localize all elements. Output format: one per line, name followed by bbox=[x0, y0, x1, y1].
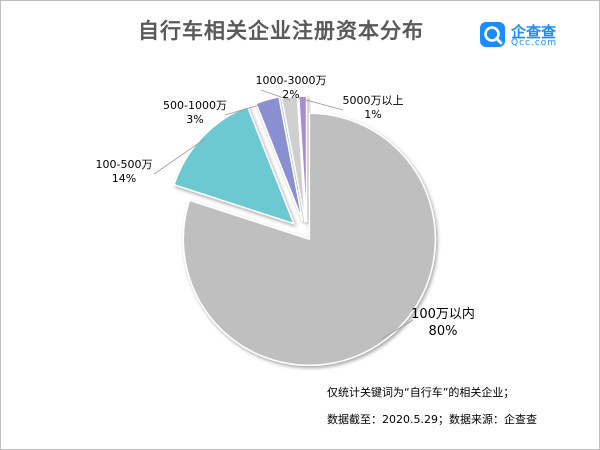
magnifier-icon bbox=[480, 22, 505, 47]
slice-label-500-1000w: 500-1000万 bbox=[163, 99, 227, 112]
slice-label-100-500w: 100-500万 bbox=[96, 158, 153, 171]
qcc-logo: 企查查 Qcc.com bbox=[480, 22, 590, 52]
pie-slice-1000-3000w bbox=[280, 95, 306, 223]
slice-label-1000-3000w: 1000-3000万 bbox=[256, 74, 327, 87]
leader-line-over-5000w bbox=[302, 98, 344, 111]
leader-line-1000-3000w bbox=[260, 89, 290, 101]
slice-percent-100-500w: 14% bbox=[112, 172, 136, 185]
slice-percent-over-5000w: 1% bbox=[364, 108, 381, 121]
slice-percent-500-1000w: 3% bbox=[186, 113, 203, 126]
chart-title: 自行车相关企业注册资本分布 bbox=[138, 19, 424, 43]
slice-label-over-5000w: 5000万以上 bbox=[343, 94, 404, 107]
footnote-source: 数据截至：2020.5.29；数据来源：企查查 bbox=[327, 413, 537, 426]
leader-line-500-1000w bbox=[224, 102, 269, 116]
pie-slice-over-5000w bbox=[297, 95, 308, 223]
logo-subtitle: Qcc.com bbox=[511, 38, 558, 48]
slice-label-under-100w: 100万以内 bbox=[411, 306, 475, 322]
leader-line-100-500w bbox=[153, 139, 205, 175]
pie-slice-500-1000w bbox=[255, 95, 304, 221]
slice-percent-1000-3000w: 2% bbox=[282, 88, 299, 101]
slice-percent-under-100w: 80% bbox=[429, 324, 458, 339]
pie-slice-100-500w bbox=[173, 105, 296, 225]
pie-slice-under-100w bbox=[182, 112, 437, 366]
logo-name: 企查查 bbox=[511, 23, 557, 41]
leader-line-under-100w bbox=[381, 319, 414, 340]
footnote-scope: 仅统计关键词为“自行车”的相关企业； bbox=[327, 386, 515, 399]
